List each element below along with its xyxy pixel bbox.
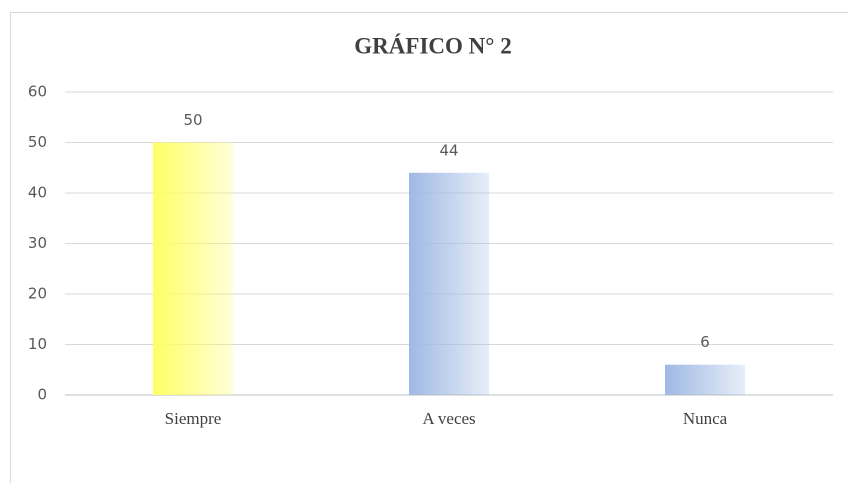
chart-title: GRÁFICO N° 2 (354, 33, 511, 58)
data-label: 6 (700, 333, 710, 351)
data-label: 44 (439, 141, 458, 159)
bar (153, 142, 233, 395)
y-tick-label: 40 (28, 184, 47, 202)
y-tick-label: 60 (28, 83, 47, 101)
y-tick-label: 20 (28, 285, 47, 303)
bar (409, 172, 489, 395)
y-tick-label: 10 (28, 335, 47, 353)
x-tick-label: Nunca (683, 409, 728, 428)
bar (665, 364, 745, 395)
x-tick-label: Siempre (165, 409, 222, 428)
data-label: 50 (183, 111, 202, 129)
y-tick-label: 50 (28, 133, 47, 151)
x-tick-label: A veces (422, 409, 475, 428)
y-tick-label: 0 (37, 386, 47, 404)
y-tick-label: 30 (28, 234, 47, 252)
